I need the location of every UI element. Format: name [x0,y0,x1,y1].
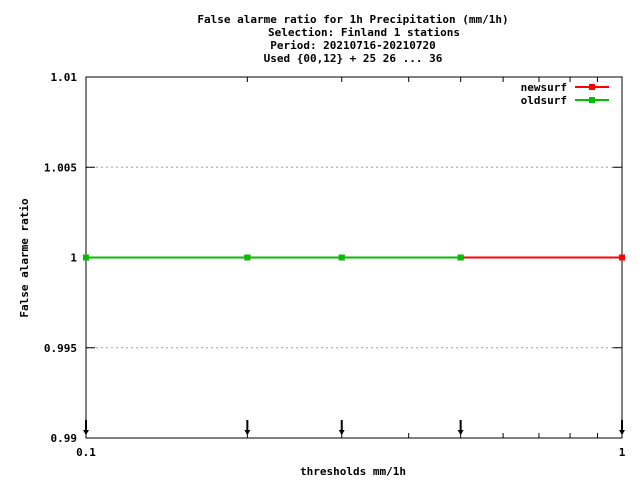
sample-marker-head-0 [83,430,89,435]
sample-marker-head-1 [244,430,251,435]
legend-entry-oldsurf: oldsurf [521,94,609,107]
legend-entry-newsurf: newsurf [521,81,609,94]
title-line-1: False alarme ratio for 1h Precipitation … [197,13,508,26]
legend-label-oldsurf: oldsurf [521,94,567,107]
y-tick-label-3: 1.005 [44,161,77,174]
chart-title: False alarme ratio for 1h Precipitation … [197,13,508,65]
sample-marker-3 [457,420,464,435]
sample-marker-2 [338,420,345,435]
x-tick-label-0: 0.1 [76,446,96,459]
data-point-oldsurf-1 [244,254,251,261]
sample-marker-head-3 [457,430,464,435]
y-axis-label: False alarme ratio [18,198,31,318]
title-line-4: Used {00,12} + 25 26 ... 36 [264,52,443,65]
y-tick-label-0: 0.99 [51,432,78,445]
x-tick-label-1: 1 [619,446,626,459]
title-line-3: Period: 20210716-20210720 [270,39,436,52]
y-tick-label-1: 0.995 [44,342,77,355]
sample-markers [83,420,625,435]
sample-marker-1 [244,420,251,435]
legend-marker-oldsurf [589,97,595,103]
chart-series [83,254,625,261]
x-axis-label: thresholds mm/1h [300,465,406,478]
sample-marker-head-4 [619,430,625,435]
sample-marker-4 [619,420,625,435]
sample-marker-0 [83,420,89,435]
data-point-newsurf-4 [619,254,625,261]
legend-marker-newsurf [589,84,595,90]
data-point-oldsurf-0 [83,254,89,261]
data-point-oldsurf-2 [338,254,345,261]
legend-label-newsurf: newsurf [521,81,567,94]
series-oldsurf [83,254,464,261]
title-line-2: Selection: Finland 1 stations [268,26,460,39]
y-tick-label-2: 1 [70,252,77,265]
x-axis-ticks: 0.1 1 [76,77,626,459]
sample-marker-head-2 [338,430,345,435]
data-point-oldsurf-3 [457,254,464,261]
y-tick-label-4: 1.01 [51,71,78,84]
